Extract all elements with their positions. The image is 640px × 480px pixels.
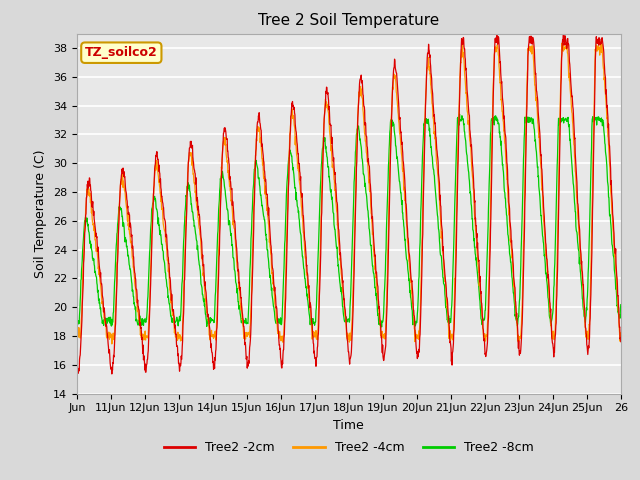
- Tree2 -4cm: [108, 341, 116, 347]
- Tree2 -4cm: [448, 335, 456, 340]
- Tree2 -8cm: [378, 324, 385, 330]
- Line: Tree2 -8cm: Tree2 -8cm: [77, 114, 621, 327]
- Tree2 -2cm: [171, 321, 179, 327]
- Tree2 -8cm: [582, 305, 590, 311]
- Tree2 -4cm: [582, 329, 590, 335]
- Tree2 -4cm: [559, 40, 567, 46]
- Y-axis label: Soil Temperature (C): Soil Temperature (C): [35, 149, 47, 278]
- Tree2 -8cm: [351, 163, 359, 168]
- Text: TZ_soilco2: TZ_soilco2: [85, 46, 157, 59]
- Line: Tree2 -4cm: Tree2 -4cm: [77, 43, 621, 344]
- Tree2 -4cm: [319, 147, 327, 153]
- Tree2 -4cm: [617, 334, 625, 340]
- Line: Tree2 -2cm: Tree2 -2cm: [77, 32, 621, 374]
- Tree2 -2cm: [582, 331, 590, 337]
- Tree2 -8cm: [73, 321, 81, 327]
- Tree2 -2cm: [617, 339, 625, 345]
- Tree2 -4cm: [73, 333, 81, 338]
- Title: Tree 2 Soil Temperature: Tree 2 Soil Temperature: [258, 13, 440, 28]
- Tree2 -2cm: [448, 362, 456, 368]
- Tree2 -2cm: [351, 211, 359, 216]
- Tree2 -4cm: [351, 197, 359, 203]
- Tree2 -8cm: [319, 145, 326, 151]
- Tree2 -2cm: [73, 360, 81, 366]
- Tree2 -2cm: [83, 191, 91, 196]
- Tree2 -8cm: [448, 297, 456, 302]
- Tree2 -8cm: [83, 215, 91, 221]
- Tree2 -8cm: [170, 317, 178, 323]
- Tree2 -4cm: [171, 330, 179, 336]
- Tree2 -8cm: [617, 302, 625, 308]
- Tree2 -2cm: [108, 371, 116, 377]
- Tree2 -8cm: [456, 111, 463, 117]
- Tree2 -2cm: [559, 29, 567, 35]
- Tree2 -2cm: [319, 149, 327, 155]
- Legend: Tree2 -2cm, Tree2 -4cm, Tree2 -8cm: Tree2 -2cm, Tree2 -4cm, Tree2 -8cm: [159, 436, 539, 459]
- X-axis label: Time: Time: [333, 419, 364, 432]
- Tree2 -4cm: [83, 186, 91, 192]
